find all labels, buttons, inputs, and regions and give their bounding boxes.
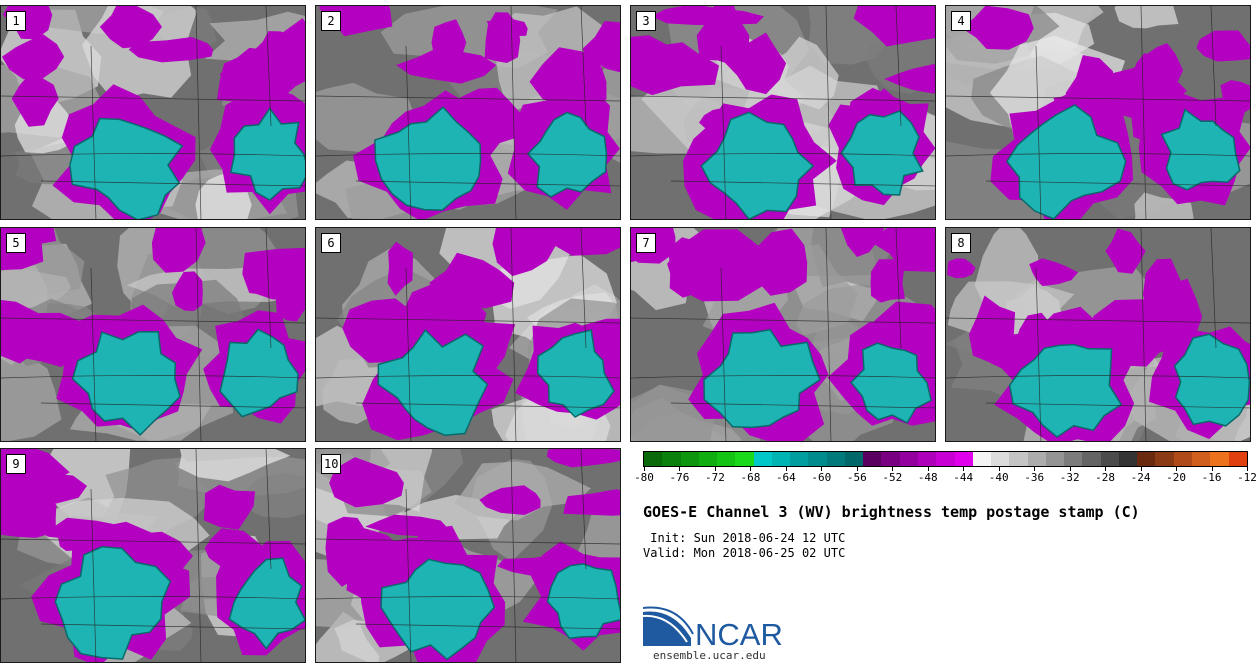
postage-stamp-map: 5 bbox=[0, 227, 306, 442]
postage-stamp-map: 6 bbox=[315, 227, 621, 442]
colorbar-tick bbox=[927, 467, 929, 471]
colorbar-tick bbox=[1247, 467, 1248, 471]
colorbar-tick-label: -32 bbox=[1059, 471, 1080, 484]
postage-stamp-map: 9 bbox=[0, 448, 306, 663]
postage-stamp-map: 7 bbox=[630, 227, 936, 442]
colorbar-tick-label: -12 bbox=[1237, 471, 1257, 484]
colorbar-tick-label: -44 bbox=[953, 471, 974, 484]
colorbar-segment bbox=[771, 452, 791, 466]
valid-time: Valid: Mon 2018-06-25 02 UTC bbox=[643, 546, 846, 560]
colorbar-segment bbox=[1155, 452, 1174, 466]
member-number-label: 5 bbox=[6, 233, 26, 253]
colorbar-segment bbox=[790, 452, 809, 466]
colorbar-tick-label: -28 bbox=[1095, 471, 1116, 484]
member-number-label: 3 bbox=[636, 11, 656, 31]
colorbar-tick-label: -20 bbox=[1166, 471, 1186, 484]
colorbar-tick-label: -60 bbox=[811, 471, 832, 484]
colorbar-segment bbox=[826, 452, 845, 466]
colorbar-tick bbox=[1034, 467, 1036, 471]
colorbar-segment bbox=[1210, 452, 1229, 466]
member-number-label: 7 bbox=[636, 233, 656, 253]
colorbar-tick bbox=[856, 467, 858, 471]
colorbar-segment bbox=[662, 452, 681, 466]
colorbar-tick-label: -56 bbox=[846, 471, 867, 484]
member-number-label: 6 bbox=[321, 233, 341, 253]
colorbar-segment bbox=[644, 452, 663, 466]
postage-stamp-map: 2 bbox=[315, 5, 621, 220]
chart-title: GOES-E Channel 3 (WV) brightness temp po… bbox=[643, 503, 1140, 521]
colorbar-segment bbox=[917, 452, 937, 466]
colorbar-tick-label: -40 bbox=[988, 471, 1009, 484]
colorbar-tick-label: -16 bbox=[1201, 471, 1222, 484]
colorbar-ticks: -80 -76 -72 -68 -64 -60 -56 -52 -48 -44 -40 -36 -32 -… bbox=[634, 467, 1257, 487]
colorbar-segment bbox=[717, 452, 736, 466]
colorbar-tick-label: -68 bbox=[740, 471, 761, 484]
postage-stamp-map: 4 bbox=[945, 5, 1251, 220]
colorbar-tick bbox=[1105, 467, 1107, 471]
colorbar-tick bbox=[821, 467, 823, 471]
colorbar-tick bbox=[1140, 467, 1142, 471]
logo-text: NCAR bbox=[695, 617, 783, 649]
postage-stamp-map: 1 bbox=[0, 5, 306, 220]
colorbar-segment bbox=[954, 452, 973, 466]
colorbar-tick bbox=[998, 467, 1000, 471]
colorbar-tick bbox=[1211, 467, 1213, 471]
colorbar-segment bbox=[991, 452, 1010, 466]
colorbar-tick bbox=[750, 467, 752, 471]
postage-stamp-map: 3 bbox=[630, 5, 936, 220]
colorbar-segment bbox=[1173, 452, 1192, 466]
colorbar-tick bbox=[1176, 467, 1178, 471]
colorbar-segment bbox=[972, 452, 992, 466]
colorbar-segment bbox=[1027, 452, 1046, 466]
member-number-label: 2 bbox=[321, 11, 341, 31]
colorbar-tick-label: -52 bbox=[882, 471, 903, 484]
colorbar bbox=[643, 451, 1248, 467]
colorbar-segment bbox=[1118, 452, 1138, 466]
colorbar-tick-label: -48 bbox=[917, 471, 938, 484]
member-number-label: 10 bbox=[321, 454, 342, 474]
ncar-logo: NCAR bbox=[643, 606, 783, 649]
site-url: ensemble.ucar.edu bbox=[653, 649, 766, 662]
colorbar-segment bbox=[844, 452, 864, 466]
colorbar-tick bbox=[644, 467, 645, 471]
colorbar-tick-label: -24 bbox=[1130, 471, 1151, 484]
member-number-label: 4 bbox=[951, 11, 971, 31]
colorbar-segment bbox=[680, 452, 699, 466]
member-number-label: 1 bbox=[6, 11, 26, 31]
postage-stamp-map: 10 bbox=[315, 448, 621, 663]
colorbar-tick bbox=[963, 467, 965, 471]
colorbar-tick bbox=[679, 467, 681, 471]
member-number-label: 9 bbox=[6, 454, 26, 474]
colorbar-tick bbox=[892, 467, 894, 471]
colorbar-segment bbox=[881, 452, 900, 466]
colorbar-tick-label: -36 bbox=[1024, 471, 1045, 484]
colorbar-segment bbox=[808, 452, 827, 466]
colorbar-segment bbox=[863, 452, 882, 466]
colorbar-tick bbox=[1069, 467, 1071, 471]
colorbar-segment bbox=[1009, 452, 1028, 466]
colorbar-tick-label: -64 bbox=[775, 471, 796, 484]
colorbar-segment bbox=[899, 452, 918, 466]
colorbar-segment bbox=[735, 452, 754, 466]
colorbar-segment bbox=[753, 452, 772, 466]
postage-stamp-map: 8 bbox=[945, 227, 1251, 442]
colorbar-segment bbox=[1137, 452, 1156, 466]
colorbar-tick bbox=[785, 467, 787, 471]
colorbar-segment bbox=[1082, 452, 1101, 466]
colorbar-tick bbox=[714, 467, 716, 471]
colorbar-segment bbox=[698, 452, 718, 466]
init-time: Init: Sun 2018-06-24 12 UTC bbox=[643, 531, 846, 545]
colorbar-tick-label: -80 bbox=[634, 471, 654, 484]
colorbar-segment bbox=[936, 452, 955, 466]
colorbar-segment bbox=[1064, 452, 1083, 466]
colorbar-tick-label: -76 bbox=[669, 471, 690, 484]
colorbar-segment bbox=[1045, 452, 1065, 466]
colorbar-tick-label: -72 bbox=[705, 471, 725, 484]
member-number-label: 8 bbox=[951, 233, 971, 253]
colorbar-segment bbox=[1228, 452, 1247, 466]
colorbar-segment bbox=[1100, 452, 1119, 466]
colorbar-segment bbox=[1191, 452, 1211, 466]
